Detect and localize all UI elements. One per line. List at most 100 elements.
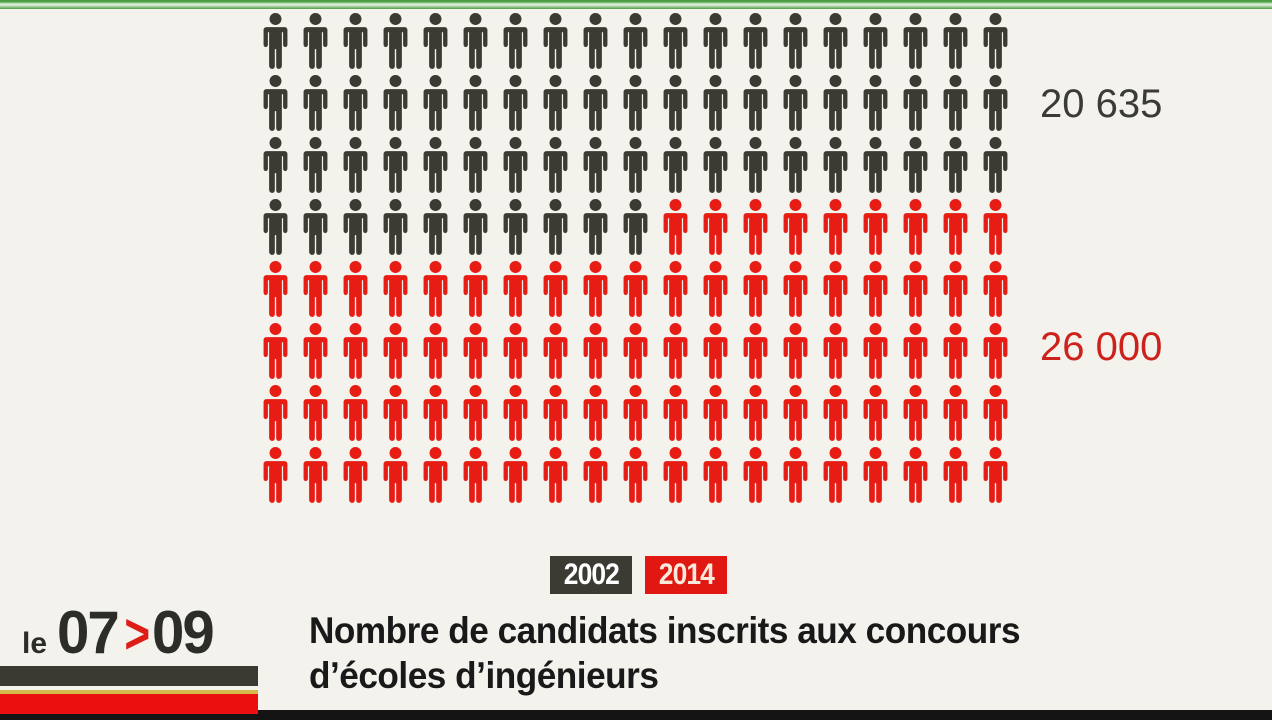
person-icon	[779, 447, 812, 504]
person-icon	[819, 385, 852, 442]
person-icon	[939, 75, 972, 132]
person-icon	[899, 75, 932, 132]
person-icon	[539, 75, 572, 132]
person-icon	[499, 13, 532, 70]
person-icon	[579, 137, 612, 194]
person-icon	[299, 261, 332, 318]
person-icon	[379, 323, 412, 380]
person-icon	[299, 323, 332, 380]
person-icon	[739, 137, 772, 194]
person-icon	[939, 323, 972, 380]
person-icon	[619, 385, 652, 442]
person-icon	[619, 323, 652, 380]
person-icon	[899, 447, 932, 504]
person-icon	[619, 13, 652, 70]
person-icon	[339, 75, 372, 132]
person-icon	[579, 447, 612, 504]
person-icon	[539, 323, 572, 380]
person-icon	[579, 385, 612, 442]
person-icon	[339, 199, 372, 256]
person-icon	[819, 447, 852, 504]
person-icon	[299, 385, 332, 442]
person-icon	[779, 199, 812, 256]
person-icon	[579, 13, 612, 70]
person-icon	[459, 137, 492, 194]
person-icon	[699, 261, 732, 318]
person-icon	[539, 261, 572, 318]
person-icon	[699, 13, 732, 70]
person-icon	[299, 75, 332, 132]
person-icon	[979, 261, 1012, 318]
person-icon	[459, 323, 492, 380]
top-green-bar	[0, 0, 1272, 9]
person-icon	[339, 385, 372, 442]
person-icon	[859, 137, 892, 194]
person-icon	[419, 323, 452, 380]
person-icon	[619, 137, 652, 194]
person-icon	[899, 199, 932, 256]
person-icon	[739, 323, 772, 380]
person-icon	[579, 75, 612, 132]
legend-badge-2014: 2014	[645, 556, 727, 594]
person-icon	[779, 13, 812, 70]
person-icon	[979, 137, 1012, 194]
bottom-black-strip	[0, 710, 1272, 720]
person-icon	[259, 261, 292, 318]
person-icon	[379, 13, 412, 70]
person-icon	[459, 385, 492, 442]
person-icon	[819, 75, 852, 132]
person-icon	[819, 261, 852, 318]
person-icon	[579, 261, 612, 318]
person-icon	[459, 75, 492, 132]
person-icon	[699, 199, 732, 256]
person-icon	[499, 385, 532, 442]
logo-stripe-dark	[0, 666, 258, 686]
person-icon	[699, 447, 732, 504]
person-icon	[419, 385, 452, 442]
person-icon	[459, 447, 492, 504]
person-icon	[779, 137, 812, 194]
person-icon	[699, 75, 732, 132]
person-icon	[699, 385, 732, 442]
person-icon	[459, 261, 492, 318]
person-icon	[819, 323, 852, 380]
show-logo: le 07 > 09	[22, 598, 215, 666]
person-icon	[779, 323, 812, 380]
person-icon	[859, 13, 892, 70]
person-icon	[979, 385, 1012, 442]
logo-hour-end: 09	[152, 599, 215, 666]
person-icon	[659, 13, 692, 70]
person-icon	[339, 137, 372, 194]
person-icon	[659, 261, 692, 318]
person-icon	[819, 13, 852, 70]
person-icon	[299, 13, 332, 70]
person-icon	[859, 75, 892, 132]
person-icon	[979, 447, 1012, 504]
person-icon	[379, 385, 412, 442]
logo-stripe-yellow	[0, 690, 258, 694]
chart-title-line2: d’écoles d’ingénieurs	[309, 655, 659, 696]
person-icon	[779, 385, 812, 442]
chart-title-line1: Nombre de candidats inscrits aux concour…	[309, 610, 1021, 651]
person-icon	[859, 323, 892, 380]
person-icon	[659, 75, 692, 132]
person-icon	[539, 385, 572, 442]
person-icon	[259, 13, 292, 70]
person-icon	[899, 261, 932, 318]
person-icon	[259, 323, 292, 380]
person-icon	[339, 261, 372, 318]
person-icon	[499, 323, 532, 380]
person-icon	[899, 385, 932, 442]
person-icon	[819, 199, 852, 256]
logo-prefix: le	[22, 627, 48, 660]
person-icon	[539, 447, 572, 504]
person-icon	[379, 261, 412, 318]
pictogram-grid	[259, 13, 1019, 510]
person-icon	[539, 199, 572, 256]
person-icon	[419, 75, 452, 132]
person-icon	[499, 199, 532, 256]
person-icon	[739, 75, 772, 132]
value-label-2002: 20 635	[1040, 82, 1163, 126]
value-label-2014: 26 000	[1040, 325, 1163, 369]
person-icon	[699, 137, 732, 194]
